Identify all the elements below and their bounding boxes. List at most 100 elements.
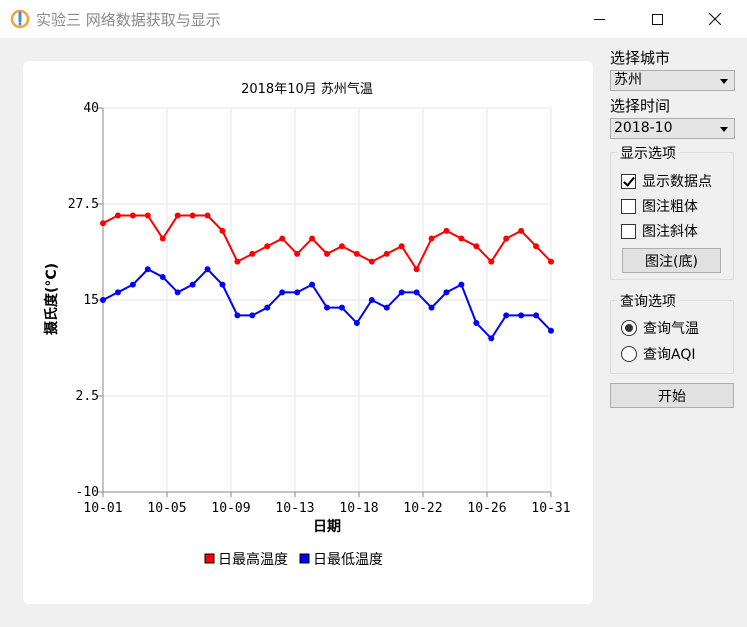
data-point-0 — [473, 243, 480, 250]
data-point-0 — [398, 243, 405, 250]
data-point-0 — [383, 250, 390, 257]
radio-selected-icon — [621, 320, 637, 336]
chevron-down-icon — [720, 79, 728, 84]
x-tick-label: 10-26 — [467, 501, 506, 516]
y-axis-label: 摄氏度(°C) — [43, 263, 60, 335]
display-options-title: 显示选项 — [617, 143, 679, 163]
data-point-1 — [189, 281, 196, 288]
data-point-0 — [353, 250, 360, 257]
city-label: 选择城市 — [610, 49, 671, 67]
data-point-0 — [249, 250, 256, 257]
data-point-1 — [279, 289, 286, 296]
data-point-1 — [338, 304, 345, 311]
data-point-0 — [189, 212, 196, 219]
app-logo-icon — [10, 9, 30, 29]
y-tick-label: -10 — [76, 485, 99, 500]
title-bar: 实验三 网络数据获取与显示 — [0, 0, 747, 38]
data-point-0 — [264, 243, 271, 250]
y-tick-label: 2.5 — [76, 389, 99, 404]
chart-grid — [102, 107, 552, 493]
chart-card: 2018年10月 苏州气温 40 27.5 15 2.5 -10 10-01 10-05 10… — [23, 61, 593, 604]
data-point-0 — [234, 258, 241, 265]
data-point-0 — [503, 235, 510, 242]
window-title: 实验三 网络数据获取与显示 — [36, 11, 221, 29]
data-point-0 — [159, 235, 166, 242]
y-tick-label: 27.5 — [68, 197, 99, 212]
query-options-title: 查询选项 — [617, 291, 679, 311]
time-select-value: 2018-10 — [614, 120, 673, 136]
data-point-1 — [533, 312, 540, 319]
checkbox-checked-icon — [621, 173, 636, 189]
data-point-0 — [443, 227, 450, 234]
legend-italic-checkbox[interactable]: 图注斜体 — [621, 221, 698, 241]
data-point-1 — [473, 320, 480, 327]
data-point-1 — [443, 289, 450, 296]
data-point-1 — [204, 266, 211, 273]
show-points-checkbox[interactable]: 显示数据点 — [621, 171, 712, 191]
data-point-0 — [129, 212, 136, 219]
data-point-0 — [219, 227, 226, 234]
data-point-1 — [458, 281, 465, 288]
data-point-1 — [503, 312, 510, 319]
data-point-0 — [413, 266, 420, 273]
time-select[interactable]: 2018-10 — [610, 118, 735, 139]
data-point-1 — [309, 281, 316, 288]
data-point-0 — [533, 243, 540, 250]
checkbox-icon — [621, 223, 636, 239]
maximize-button[interactable] — [634, 0, 680, 38]
data-point-1 — [234, 312, 241, 319]
series-line-0 — [102, 214, 552, 272]
data-point-0 — [458, 235, 465, 242]
query-aqi-radio[interactable]: 查询AQI — [621, 344, 695, 364]
start-button[interactable]: 开始 — [610, 383, 734, 408]
series-line-1 — [102, 267, 552, 340]
y-tick-label: 15 — [83, 293, 99, 308]
data-point-0 — [204, 212, 211, 219]
close-button[interactable] — [692, 0, 738, 38]
data-point-1 — [129, 281, 136, 288]
close-icon — [709, 13, 721, 25]
data-point-1 — [383, 304, 390, 311]
chart-title: 2018年10月 苏州气温 — [241, 81, 373, 97]
query-temperature-label: 查询气温 — [643, 321, 699, 337]
legend-bold-label: 图注粗体 — [642, 199, 698, 215]
city-select-value: 苏州 — [614, 72, 642, 88]
data-point-0 — [338, 243, 345, 250]
data-point-0 — [548, 258, 554, 265]
data-point-0 — [518, 227, 525, 234]
data-point-1 — [294, 289, 301, 296]
show-points-label: 显示数据点 — [642, 174, 712, 190]
data-point-0 — [368, 258, 375, 265]
chart-series — [100, 212, 554, 342]
minimize-button[interactable] — [576, 0, 622, 38]
x-tick-label: 10-18 — [339, 501, 378, 516]
data-point-1 — [249, 312, 256, 319]
legend-position-button[interactable]: 图注(底) — [622, 248, 721, 273]
x-tick-label: 10-13 — [275, 501, 314, 516]
data-point-1 — [488, 335, 495, 342]
city-select[interactable]: 苏州 — [610, 70, 735, 91]
data-point-1 — [174, 289, 181, 296]
data-point-0 — [488, 258, 495, 265]
data-point-1 — [398, 289, 405, 296]
data-point-1 — [518, 312, 525, 319]
data-point-0 — [174, 212, 181, 219]
x-tick-label: 10-31 — [531, 501, 570, 516]
data-point-0 — [309, 235, 316, 242]
query-temperature-radio[interactable]: 查询气温 — [621, 318, 699, 338]
data-point-1 — [100, 297, 106, 303]
data-point-0 — [428, 235, 435, 242]
x-tick-label: 10-22 — [403, 501, 442, 516]
data-point-0 — [144, 212, 151, 219]
maximize-icon — [651, 13, 663, 25]
y-tick-label: 40 — [83, 101, 99, 116]
data-point-1 — [144, 266, 151, 273]
data-point-1 — [428, 304, 435, 311]
data-point-0 — [294, 250, 301, 257]
legend-bold-checkbox[interactable]: 图注粗体 — [621, 196, 698, 216]
data-point-0 — [279, 235, 286, 242]
x-tick-label: 10-05 — [147, 501, 186, 516]
data-point-1 — [368, 297, 375, 303]
